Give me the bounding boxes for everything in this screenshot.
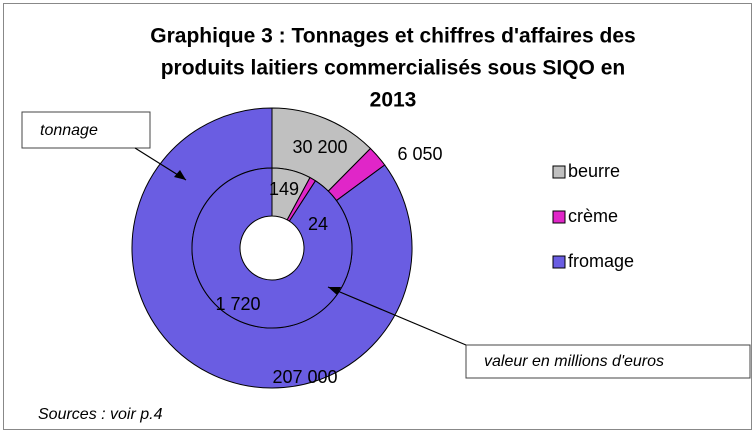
legend-label: crème [568, 206, 618, 226]
annotation-box [465, 344, 751, 379]
data-label: 207 000 [272, 367, 337, 387]
legend-label: beurre [568, 161, 620, 181]
annotation: tonnage [40, 122, 98, 139]
source: Sources : voir p.4 [38, 406, 163, 423]
annotation: valeur en millions d'euros [484, 353, 664, 370]
doughnut-slice [191, 167, 353, 329]
chart-title: Graphique 3 : Tonnages et chiffres d'aff… [150, 25, 635, 48]
data-label: 24 [308, 214, 328, 234]
chart-title: 2013 [370, 89, 417, 112]
data-label: 149 [269, 179, 299, 199]
arrow-head [174, 170, 186, 180]
arrow [327, 286, 467, 346]
legend-swatch [552, 165, 566, 179]
legend-label: fromage [568, 251, 634, 271]
legend-swatch [552, 255, 566, 269]
legend-swatch [552, 210, 566, 224]
data-label: 1 720 [215, 294, 260, 314]
data-label: 6 050 [397, 144, 442, 164]
arrow-head [328, 287, 341, 295]
annotation-box [21, 111, 151, 149]
chart-title: produits laitiers commercialisés sous SI… [161, 57, 626, 80]
data-label: 30 200 [292, 137, 347, 157]
